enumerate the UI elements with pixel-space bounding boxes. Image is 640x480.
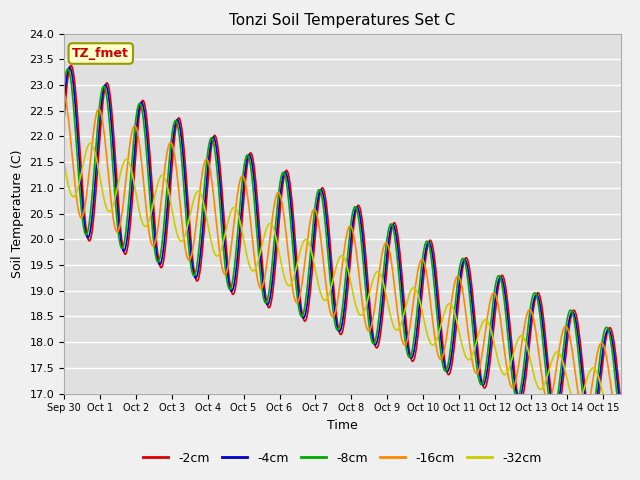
-8cm <box>64 66 72 72</box>
Legend: -2cm, -4cm, -8cm, -16cm, -32cm: -2cm, -4cm, -8cm, -16cm, -32cm <box>138 447 547 469</box>
-4cm <box>474 358 481 363</box>
-4cm <box>139 101 147 107</box>
-2cm <box>67 62 75 68</box>
Text: TZ_fmet: TZ_fmet <box>72 47 129 60</box>
X-axis label: Time: Time <box>327 419 358 432</box>
-2cm <box>139 97 147 103</box>
Line: -32cm: -32cm <box>64 143 621 419</box>
-8cm <box>460 257 468 263</box>
-4cm <box>460 257 468 263</box>
-8cm <box>139 111 147 117</box>
-8cm <box>319 204 327 209</box>
-32cm <box>617 398 625 404</box>
-32cm <box>609 416 616 422</box>
-32cm <box>60 159 68 165</box>
-2cm <box>460 258 468 264</box>
-32cm <box>86 140 94 146</box>
-16cm <box>616 427 624 433</box>
-4cm <box>60 100 68 106</box>
-4cm <box>298 314 306 320</box>
-16cm <box>460 293 467 299</box>
-16cm <box>138 163 146 169</box>
-16cm <box>60 91 68 96</box>
-2cm <box>474 346 481 352</box>
-8cm <box>617 423 625 429</box>
-8cm <box>298 313 306 319</box>
-16cm <box>298 284 305 289</box>
-2cm <box>60 118 68 123</box>
-32cm <box>298 242 306 248</box>
Y-axis label: Soil Temperature (C): Soil Temperature (C) <box>11 149 24 278</box>
Title: Tonzi Soil Temperatures Set C: Tonzi Soil Temperatures Set C <box>229 13 456 28</box>
Line: -8cm: -8cm <box>64 69 621 426</box>
-8cm <box>63 69 70 74</box>
-32cm <box>139 220 147 226</box>
-2cm <box>63 90 70 96</box>
-4cm <box>319 192 327 198</box>
-2cm <box>617 399 625 405</box>
-16cm <box>617 427 625 432</box>
-4cm <box>65 64 73 70</box>
Line: -4cm: -4cm <box>64 67 621 425</box>
-32cm <box>319 297 327 302</box>
Line: -2cm: -2cm <box>64 65 621 428</box>
-2cm <box>589 425 596 431</box>
-8cm <box>60 83 68 88</box>
-2cm <box>298 312 306 317</box>
-32cm <box>474 335 481 340</box>
-16cm <box>473 371 481 376</box>
-16cm <box>319 252 326 257</box>
-32cm <box>63 172 70 178</box>
-4cm <box>587 422 595 428</box>
-8cm <box>474 371 481 376</box>
Line: -16cm: -16cm <box>64 94 621 430</box>
-4cm <box>617 410 625 416</box>
-4cm <box>63 78 70 84</box>
-16cm <box>63 100 70 106</box>
-32cm <box>460 349 468 355</box>
-2cm <box>319 186 327 192</box>
